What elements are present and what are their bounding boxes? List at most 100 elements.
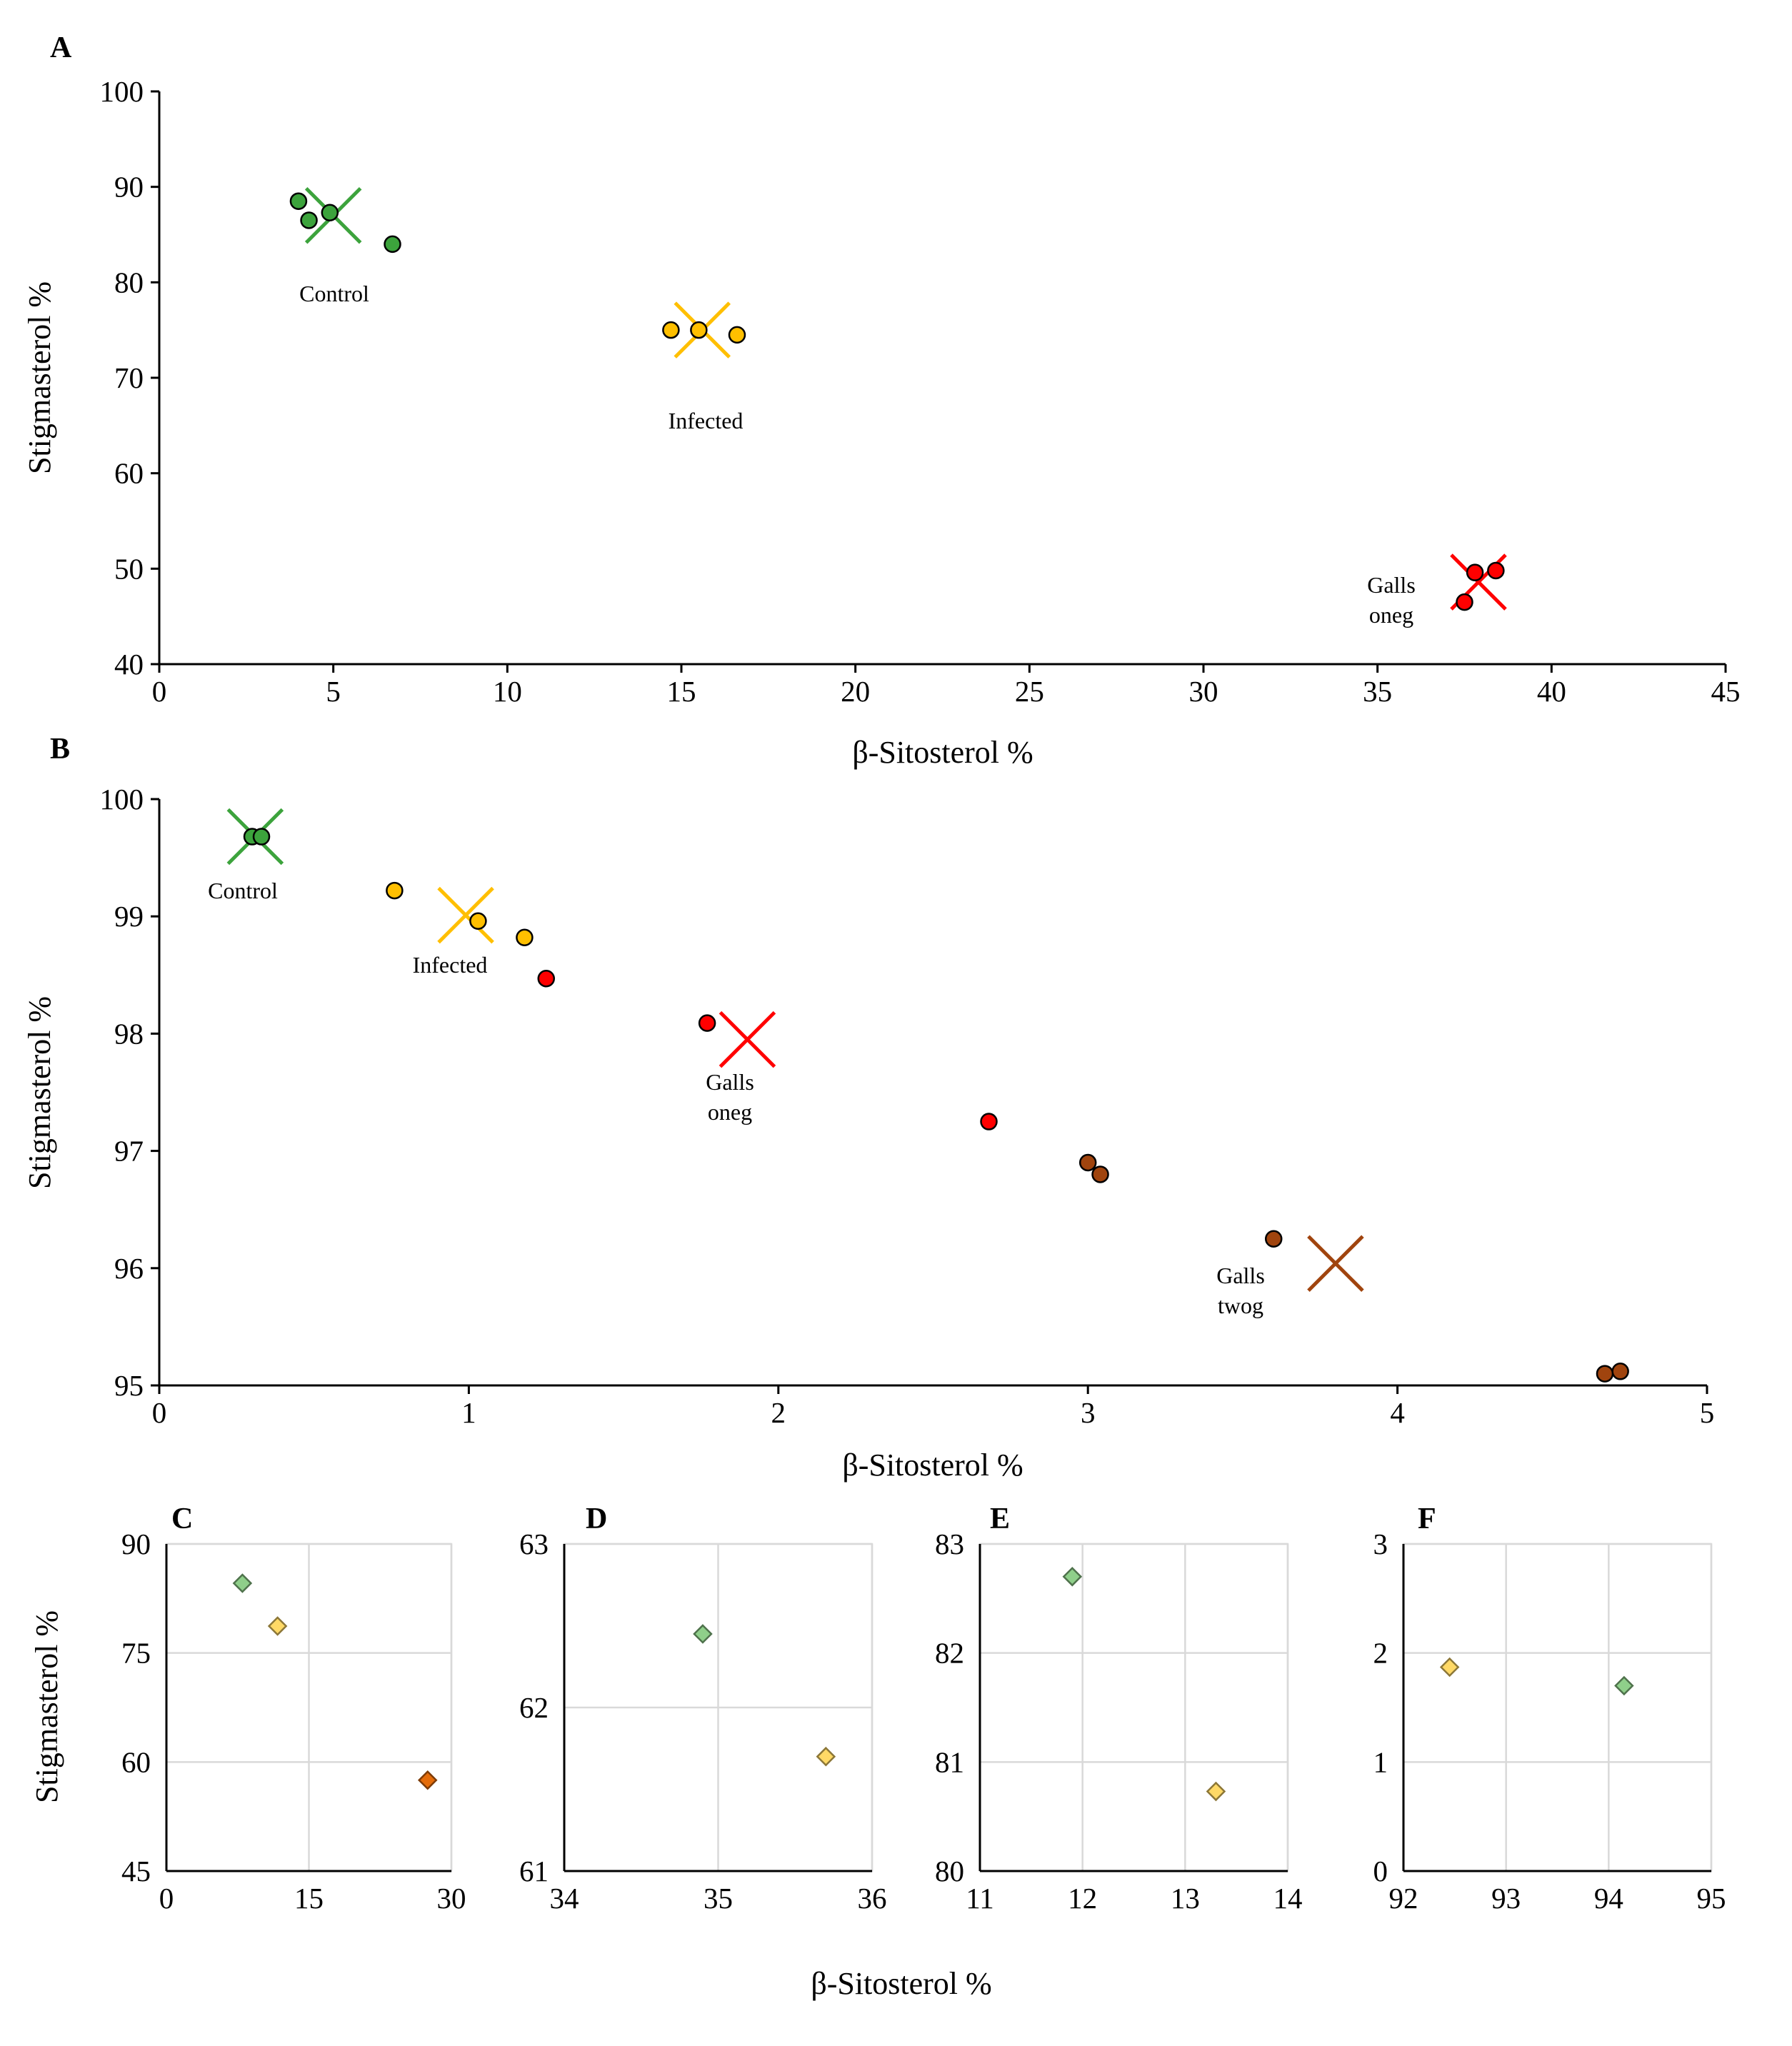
centroid-marker [437, 886, 494, 944]
panel-f: F 92 93 94 95 0 1 2 3 [1373, 1503, 1726, 1915]
x-tick-label: 0 [152, 1396, 167, 1429]
y-tick-label: 75 [121, 1637, 151, 1670]
x-tick-label: 30 [1189, 675, 1218, 708]
x-tick-label: 92 [1389, 1882, 1418, 1915]
data-point-diamond [693, 1624, 713, 1644]
x-tick-label: 3 [1081, 1396, 1096, 1429]
group-label: oneg [708, 1099, 752, 1125]
centroid-marker [719, 1011, 776, 1068]
x-tick-label: 11 [966, 1882, 993, 1915]
y-tick-label: 81 [935, 1745, 964, 1778]
y-tick-label: 97 [114, 1135, 144, 1168]
data-point-diamond [1062, 1567, 1083, 1587]
data-point [662, 321, 680, 339]
data-point [384, 235, 401, 254]
panel-e: E 11 12 13 14 80 81 82 83 [935, 1503, 1303, 1915]
series-galls-twog: Galls twog [1078, 1153, 1629, 1383]
y-tick-label: 61 [519, 1855, 549, 1887]
data-point-diamond [232, 1573, 253, 1593]
series-infected: Infected [662, 301, 746, 433]
data-point [1264, 1230, 1283, 1248]
x-tick-label: 4 [1390, 1396, 1405, 1429]
series-galls-oneg: Galls oneg [537, 969, 998, 1130]
x-tick-label: 5 [1700, 1396, 1715, 1429]
group-label: oneg [1369, 602, 1413, 628]
x-tick-label: 25 [1015, 675, 1044, 708]
x-tick-label: 0 [152, 675, 167, 708]
x-tick-label: 13 [1171, 1882, 1200, 1915]
data-point-diamond [267, 1616, 288, 1636]
y-tick-label: 70 [114, 361, 144, 394]
data-point-diamond [1439, 1657, 1460, 1678]
panel-letter-b: B [50, 733, 70, 766]
y-tick-label: 63 [519, 1528, 549, 1560]
data-point [1078, 1153, 1097, 1172]
x-tick-label: 10 [493, 675, 522, 708]
series-control: Control [289, 186, 401, 306]
y-tick-label: 62 [519, 1691, 549, 1724]
y-tick-label: 0 [1373, 1855, 1388, 1887]
panel-d: D 34 35 36 61 62 63 [519, 1503, 887, 1915]
data-point-diamond [1206, 1781, 1226, 1802]
plot-frame [1402, 1543, 1713, 1872]
y-tick-label: 2 [1373, 1637, 1388, 1670]
y-axis-title: Stigmasterol % [29, 1610, 64, 1803]
y-tick-label: 60 [121, 1745, 151, 1778]
x-tick-label: 36 [858, 1882, 887, 1915]
data-point [980, 1113, 998, 1130]
data-point [537, 969, 555, 988]
x-tick-label: 15 [294, 1882, 324, 1915]
y-tick-label: 83 [935, 1528, 964, 1560]
panel-letter-f: F [1418, 1503, 1436, 1535]
x-tick-label: 35 [1363, 675, 1392, 708]
y-tick-label: 99 [114, 900, 144, 933]
shared-x-axis-title: β-Sitosterol % [811, 1966, 991, 2001]
x-tick-label: 14 [1273, 1882, 1303, 1915]
x-tick-label: 34 [550, 1882, 579, 1915]
data-point [469, 912, 487, 931]
panel-letter-a: A [50, 31, 72, 64]
x-tick-label: 35 [704, 1882, 733, 1915]
x-tick-label: 94 [1594, 1882, 1623, 1915]
y-tick-label: 3 [1373, 1528, 1388, 1560]
x-tick-label: 0 [159, 1882, 174, 1915]
plot-frame [978, 1543, 1289, 1872]
panel-letter-c: C [171, 1503, 193, 1535]
y-tick-label: 80 [114, 266, 144, 299]
y-axis-title: Stigmasterol % [22, 281, 57, 474]
y-tick-label: 100 [100, 75, 144, 108]
y-tick-label: 1 [1373, 1745, 1388, 1778]
y-tick-label: 45 [121, 1855, 151, 1887]
x-tick-label: 20 [841, 675, 870, 708]
y-tick-label: 50 [114, 552, 144, 585]
series-galls-oneg: Galls oneg [1367, 553, 1507, 628]
data-point [1487, 561, 1505, 580]
data-point [1091, 1165, 1109, 1183]
x-tick-label: 12 [1068, 1882, 1097, 1915]
x-axis-title: β-Sitosterol % [842, 1448, 1023, 1483]
data-point [321, 204, 339, 222]
group-label: Infected [413, 952, 488, 978]
group-label: Galls [706, 1069, 754, 1095]
series-infected: Infected [386, 881, 534, 978]
y-tick-label: 96 [114, 1252, 144, 1285]
centroid-marker [1307, 1235, 1364, 1292]
y-tick-label: 95 [114, 1369, 144, 1402]
x-tick-label: 40 [1537, 675, 1566, 708]
y-axis-title: Stigmasterol % [22, 996, 57, 1189]
x-axis-title: β-Sitosterol % [852, 735, 1033, 770]
x-tick-label: 5 [326, 675, 341, 708]
y-tick-label: 90 [114, 171, 144, 204]
panel-a: A 0 5 10 15 20 25 30 35 40 45 40 50 60 70 80 90 100 β-Sito… [22, 31, 1741, 770]
panel-letter-e: E [990, 1503, 1010, 1535]
y-tick-label: 100 [100, 783, 144, 816]
data-point-diamond [816, 1746, 836, 1767]
data-point [1611, 1363, 1629, 1380]
x-tick-label: 15 [667, 675, 696, 708]
x-tick-label: 45 [1711, 675, 1741, 708]
data-point [1466, 563, 1484, 581]
y-tick-label: 98 [114, 1017, 144, 1050]
data-point [1456, 593, 1473, 611]
group-label: Infected [669, 408, 744, 433]
data-point [516, 928, 534, 947]
